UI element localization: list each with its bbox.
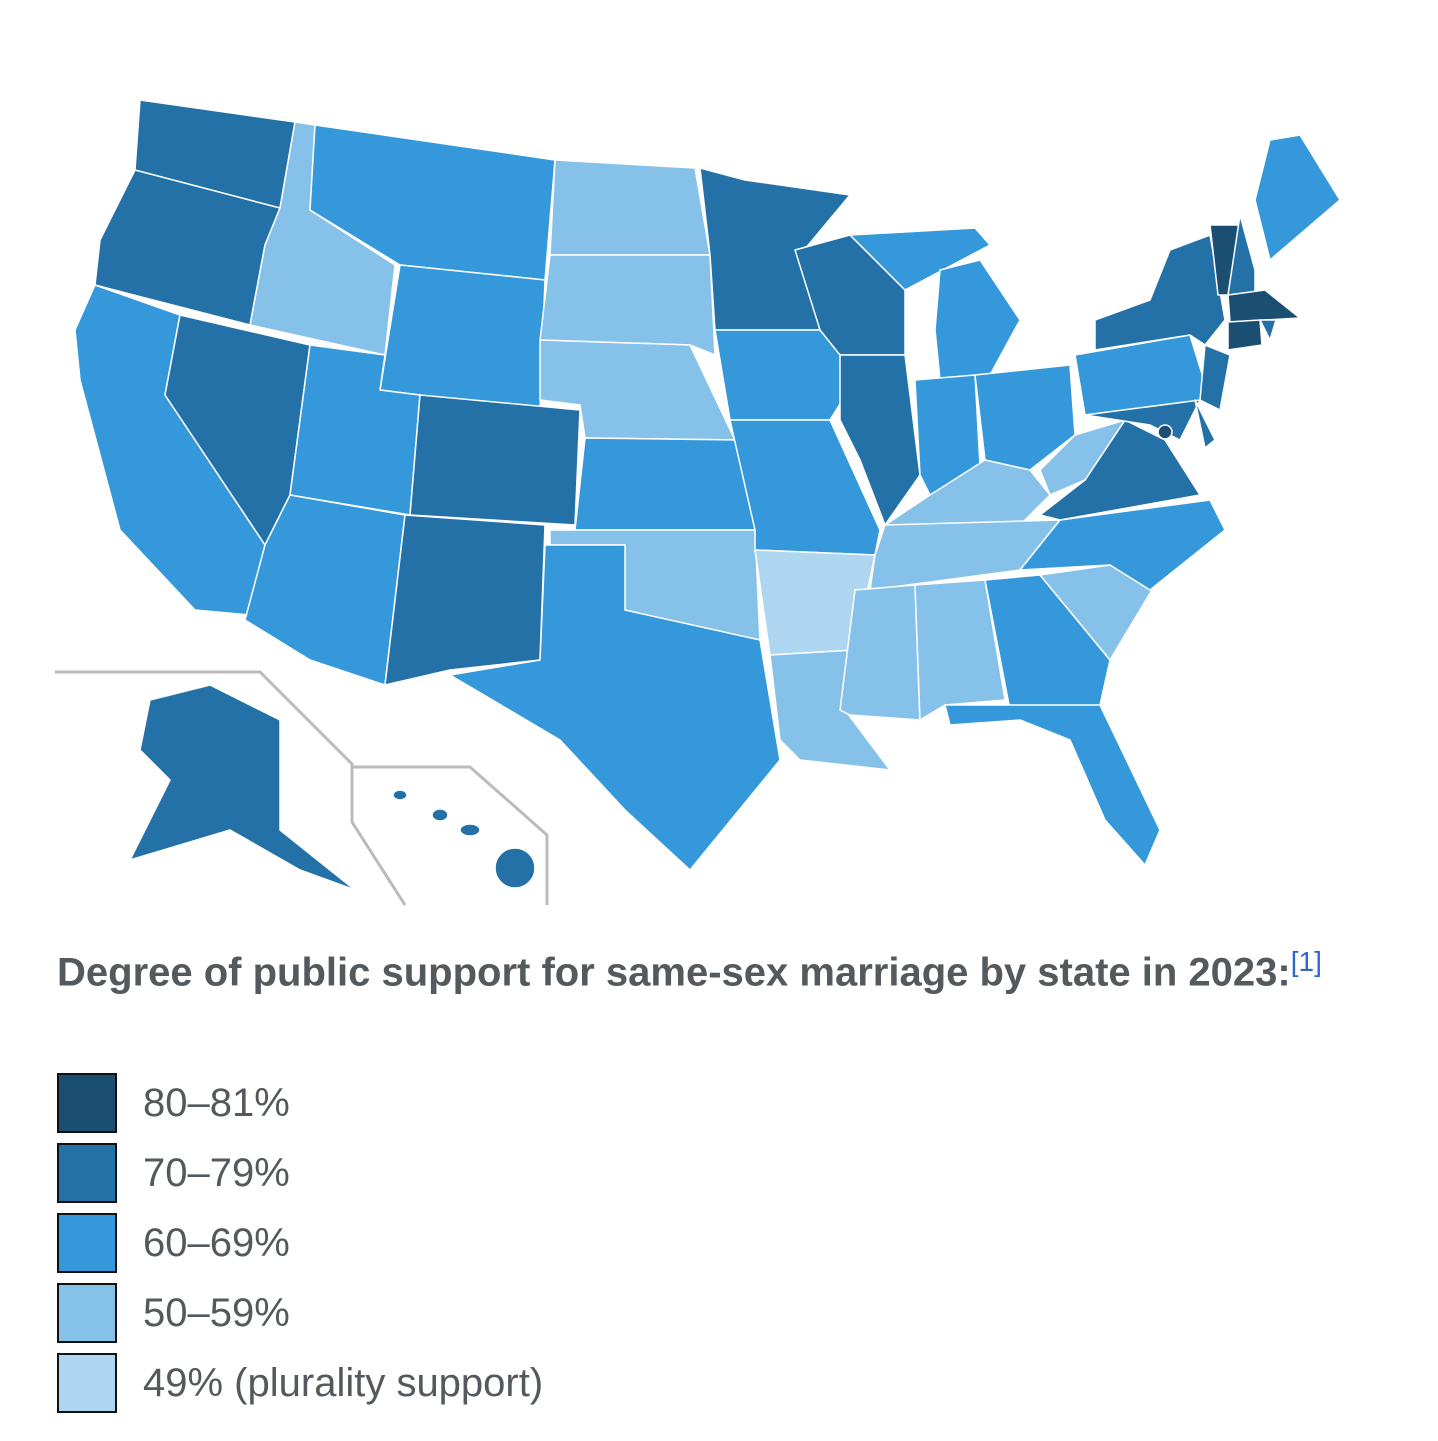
state: [1199, 344, 1231, 411]
reference[interactable]: [1]: [1290, 946, 1322, 977]
legend-swatch: [57, 1073, 117, 1133]
state: [449, 544, 781, 871]
inset-borders: [55, 670, 549, 906]
legend-item: 49% (plurality support): [57, 1348, 543, 1418]
us-map: [55, 99, 1341, 906]
state: [1194, 399, 1216, 449]
state: [574, 437, 756, 531]
state: [1039, 419, 1126, 496]
legend: 80–81% 70–79% 60–69% 50–59% 49% (plurality s…: [57, 1068, 543, 1418]
state: [409, 394, 581, 526]
state: [459, 823, 481, 837]
legend-item: 80–81%: [57, 1068, 543, 1138]
legend-label: 50–59%: [143, 1290, 290, 1335]
state: [914, 579, 1006, 721]
state: [494, 847, 536, 889]
state: [392, 789, 408, 801]
legend-item: 60–69%: [57, 1208, 543, 1278]
legend-item: 70–79%: [57, 1138, 543, 1208]
states: [74, 99, 1341, 891]
state: [539, 254, 716, 356]
state: [974, 364, 1076, 471]
legend-swatch: [57, 1213, 117, 1273]
legend-item: 50–59%: [57, 1278, 543, 1348]
state: [944, 704, 1161, 866]
state: [129, 684, 356, 891]
legend-label: 80–81%: [143, 1080, 290, 1125]
inset-line: [55, 670, 407, 906]
state: [379, 264, 546, 411]
state: [1094, 234, 1226, 351]
state: [839, 584, 921, 721]
legend-label: 70–79%: [143, 1150, 290, 1195]
state: [934, 259, 1021, 381]
legend-swatch: [57, 1143, 117, 1203]
state: [1227, 319, 1263, 351]
state: [1254, 134, 1341, 261]
state: [549, 159, 711, 256]
state: [984, 574, 1111, 711]
legend-swatch: [57, 1283, 117, 1343]
state: [1259, 319, 1277, 341]
caption-text: Degree of public support for same-sex ma…: [57, 950, 1291, 995]
state: [384, 514, 546, 686]
state: [1227, 289, 1301, 323]
state: [849, 227, 991, 291]
state: [1157, 424, 1173, 440]
state: [431, 808, 449, 822]
inset-line: [352, 765, 549, 905]
legend-label: 60–69%: [143, 1220, 290, 1265]
legend-swatch: [57, 1353, 117, 1413]
legend-label: 49% (plurality support): [143, 1360, 544, 1405]
caption: Degree of public support for same-sex ma…: [57, 928, 1357, 1006]
